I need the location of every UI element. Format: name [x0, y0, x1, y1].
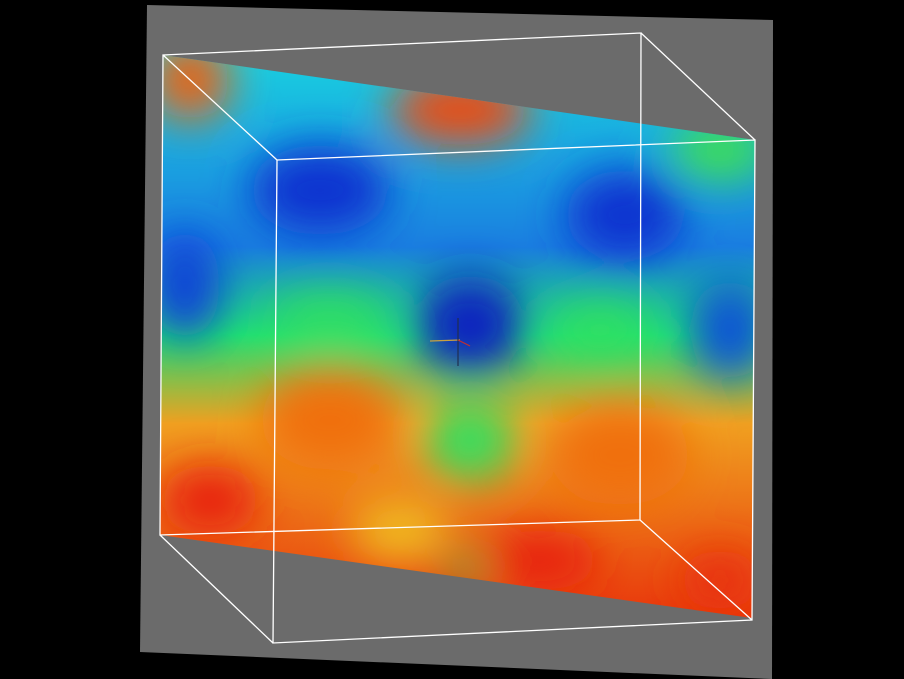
blob [550, 405, 690, 505]
page: (() => { const data = JSON.parse(documen… [0, 0, 904, 679]
blob [565, 170, 685, 260]
viewport [0, 0, 904, 679]
blob [425, 400, 515, 480]
blob [550, 305, 650, 355]
blob [680, 550, 760, 610]
blob [270, 295, 390, 345]
blob [350, 500, 450, 560]
blob [480, 530, 600, 590]
blob [260, 370, 400, 470]
blob [160, 465, 260, 535]
blob [415, 275, 525, 375]
